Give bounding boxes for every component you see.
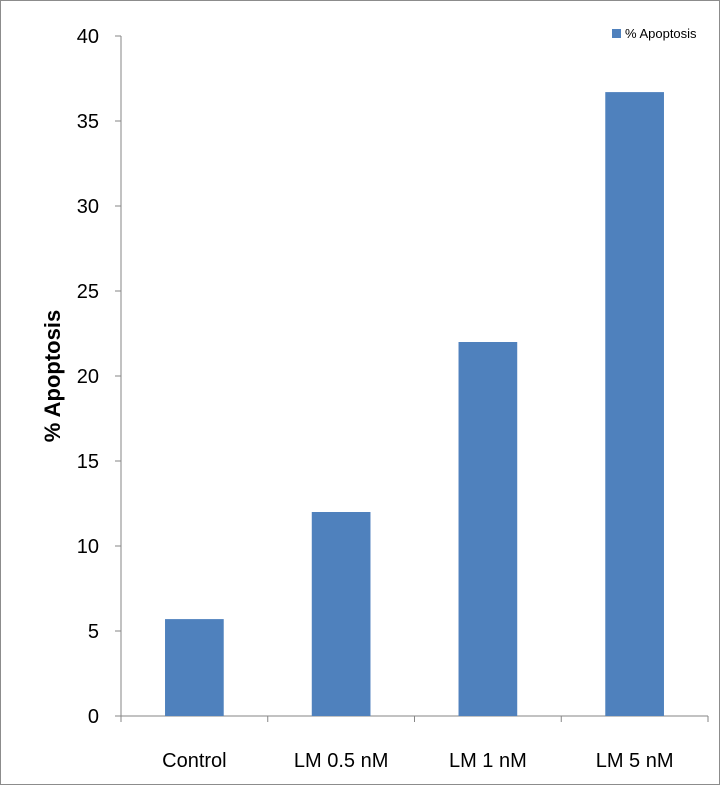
y-tick-label: 20 xyxy=(77,366,99,388)
bar xyxy=(458,342,518,716)
bars xyxy=(165,92,664,717)
x-category-label: Control xyxy=(162,750,226,772)
bar xyxy=(311,512,371,716)
y-tick-label: 25 xyxy=(77,281,99,303)
y-tick-label: 30 xyxy=(77,196,99,218)
y-axis-title: % Apoptosis xyxy=(40,310,65,442)
y-tick-label: 10 xyxy=(77,536,99,558)
x-axis: Control LM 0.5 nM LM 1 nM LM 5 nM xyxy=(120,715,709,772)
y-axis: 0 5 10 15 20 25 30 35 40 xyxy=(77,26,122,728)
x-category-label: LM 0.5 nM xyxy=(294,750,388,772)
bar xyxy=(605,92,664,717)
legend: % Apoptosis xyxy=(612,26,697,41)
legend-label: % Apoptosis xyxy=(625,26,697,41)
y-tick-label: 5 xyxy=(88,621,99,643)
y-tick-label: 35 xyxy=(77,111,99,133)
y-tick-label: 40 xyxy=(77,26,99,48)
legend-swatch xyxy=(612,29,621,38)
x-category-label: LM 1 nM xyxy=(449,750,527,772)
bar xyxy=(165,619,224,716)
y-tick-label: 0 xyxy=(88,706,99,728)
x-category-label: LM 5 nM xyxy=(596,750,674,772)
y-tick-label: 15 xyxy=(77,451,99,473)
